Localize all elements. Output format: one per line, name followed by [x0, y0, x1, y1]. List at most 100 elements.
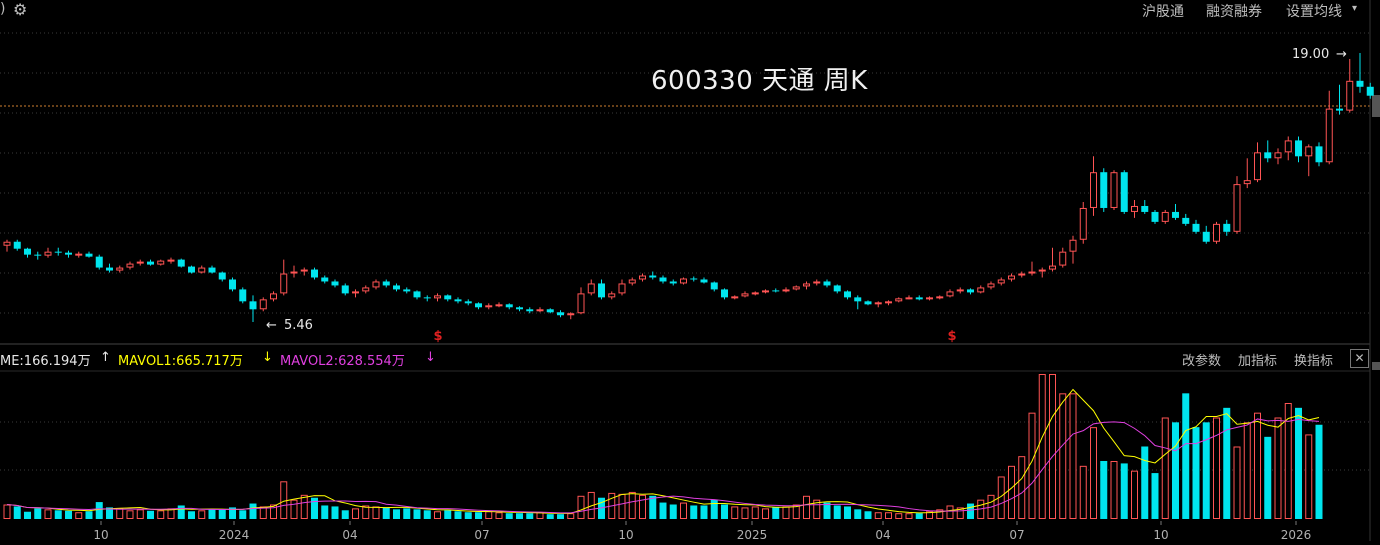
candle-body [352, 291, 359, 294]
candle-body [382, 281, 390, 286]
candle-body [1120, 172, 1128, 212]
candle-body [65, 252, 72, 255]
candle [34, 251, 42, 260]
volume-bar [946, 505, 954, 520]
candle [95, 254, 103, 270]
edit-params-button[interactable]: 改参数 [1182, 354, 1222, 369]
x-axis-ticks: 10 2024 04 07 10 2025 04 07 10 2026 [93, 521, 1311, 542]
volume-bar [208, 509, 216, 519]
volume-bar [188, 511, 195, 519]
candle-body [516, 307, 523, 310]
candle-body [321, 277, 329, 282]
set-ma-link[interactable]: 设置均线 [1286, 4, 1342, 20]
candle [710, 281, 718, 292]
candle-body [946, 291, 954, 297]
volume-bar [936, 509, 944, 520]
volume-bar [792, 504, 800, 519]
candle [1243, 158, 1251, 189]
candle [1305, 144, 1313, 177]
candle [1141, 200, 1149, 214]
candle [977, 285, 985, 294]
volume-bar [54, 510, 62, 519]
candle-body [762, 290, 769, 293]
candle-body [44, 251, 52, 256]
dividend-marker-icon[interactable]: $ [433, 329, 442, 344]
volume-bar [454, 511, 462, 519]
candle-body [3, 241, 11, 246]
candle [792, 285, 800, 291]
volume-bar [1315, 424, 1323, 519]
candle-body [618, 283, 626, 294]
mavol2-down-arrow-icon: ↓ [425, 350, 436, 365]
candle-body [1100, 172, 1108, 208]
x-tick-label: 10 [93, 528, 108, 541]
candle [1008, 273, 1015, 282]
candle [1131, 200, 1138, 218]
candle [218, 271, 226, 282]
candle-body [1131, 205, 1138, 212]
volume-bar [382, 507, 390, 519]
volume-bar [331, 506, 339, 519]
add-indicator-button[interactable]: 加指标 [1238, 354, 1278, 369]
candle [1110, 170, 1118, 210]
candle [926, 296, 933, 301]
low-price-label: 5.46 [284, 318, 313, 333]
candle [618, 279, 626, 296]
candle [85, 251, 93, 258]
candle-body [792, 286, 800, 290]
mavol1-value: MAVOL1:665.717万 [118, 354, 243, 369]
candle-body [423, 297, 431, 299]
candle-body [116, 267, 124, 271]
candle [434, 293, 441, 302]
margin-trading-link[interactable]: 融资融券 [1206, 4, 1262, 20]
volume-bar [680, 502, 687, 520]
candle-body [341, 285, 349, 294]
switch-indicator-button[interactable]: 换指标 [1294, 354, 1334, 369]
dividend-marker-icon[interactable]: $ [947, 329, 956, 344]
candle-body [13, 241, 21, 249]
volume-bar [321, 505, 329, 519]
volume-bar [434, 511, 441, 519]
dropdown-caret-icon[interactable]: ▾ [1352, 3, 1358, 14]
candle [1284, 136, 1292, 161]
volume-bar [967, 503, 974, 519]
hk-connect-link[interactable]: 沪股通 [1142, 4, 1184, 20]
candle-body [1141, 205, 1149, 212]
candle-body [464, 301, 472, 304]
candle-body [936, 296, 944, 299]
volume-bar [106, 507, 113, 519]
chart-title: 600330 天通 周K [651, 66, 868, 96]
candle-body [587, 283, 595, 294]
candle-body [1090, 172, 1097, 208]
candle-body [731, 296, 739, 299]
candle-body [311, 269, 318, 278]
candle-body [557, 312, 564, 316]
candle-body [454, 299, 462, 302]
volume-bar [116, 508, 124, 520]
candle [1049, 247, 1056, 272]
volume-axis-marker [1372, 362, 1380, 370]
volume-bar [34, 508, 42, 519]
candle-body [54, 251, 62, 253]
volume-bar [464, 512, 472, 519]
candle [516, 306, 523, 312]
close-indicator-button[interactable]: ✕ [1350, 349, 1369, 368]
candle [1018, 271, 1026, 278]
candle [885, 300, 892, 306]
volume-bar [833, 505, 841, 519]
candle [1202, 225, 1210, 244]
volume-bar [372, 506, 380, 519]
candle [659, 275, 667, 284]
candle-body [1243, 180, 1251, 185]
candle [239, 287, 247, 304]
price-grid [0, 32, 1370, 314]
candle [844, 290, 851, 300]
high-price-label: 19.00 [1292, 47, 1329, 62]
volume-bar [803, 495, 810, 519]
settings-gear-icon[interactable]: ⚙ [13, 0, 28, 19]
candle-body [300, 269, 308, 272]
candle [116, 265, 124, 273]
candle [280, 259, 288, 296]
x-tick-label: 07 [1009, 528, 1024, 541]
candle-body [1213, 223, 1220, 242]
